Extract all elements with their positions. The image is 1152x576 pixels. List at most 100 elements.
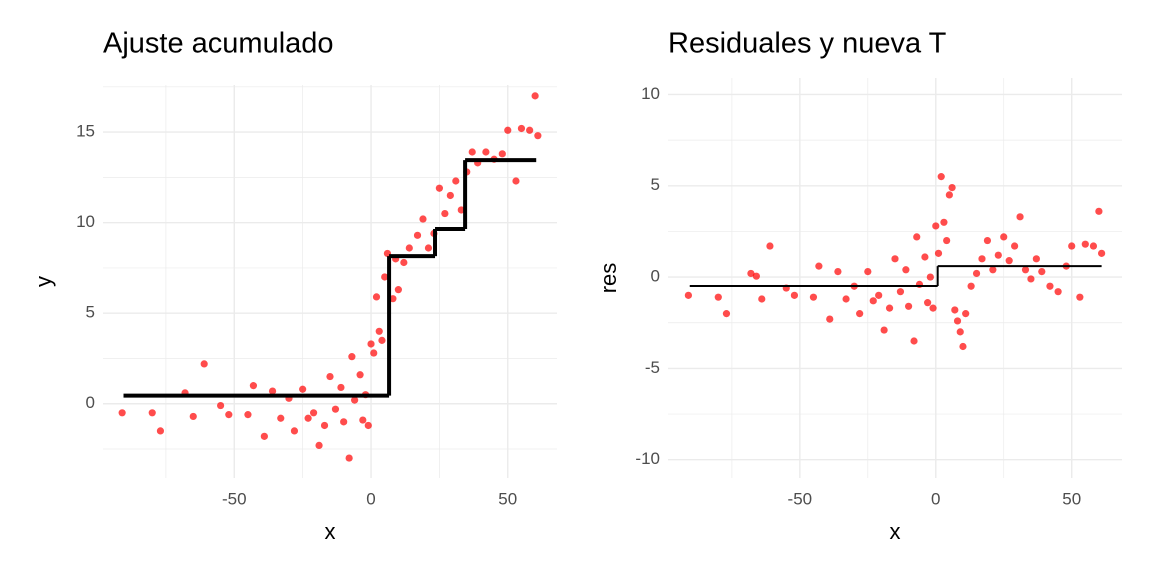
point (934, 249, 943, 257)
point (921, 253, 929, 261)
point (326, 372, 334, 381)
point (885, 304, 894, 312)
point (345, 454, 353, 462)
point (983, 236, 992, 245)
point (482, 148, 490, 156)
point (359, 416, 367, 424)
point (304, 414, 312, 422)
point (419, 215, 427, 223)
point (929, 304, 937, 312)
point (956, 328, 964, 336)
point (1021, 266, 1030, 274)
point (156, 427, 165, 435)
point (348, 353, 356, 361)
point (504, 126, 512, 134)
point (315, 441, 323, 450)
point (959, 342, 967, 351)
point (200, 360, 208, 368)
y-tick-label: 15 (76, 122, 95, 141)
point (951, 306, 959, 314)
y-tick-label: 10 (76, 212, 95, 231)
point (277, 414, 285, 422)
y-tick-label: 5 (86, 303, 95, 322)
point (244, 411, 252, 419)
point (714, 293, 722, 301)
y-axis-title: res (596, 263, 621, 294)
point (290, 427, 299, 435)
y-axis-title: y (31, 276, 56, 287)
point (880, 326, 888, 334)
point (926, 273, 934, 281)
point (962, 310, 970, 318)
point (891, 255, 899, 263)
point (413, 231, 422, 239)
point (526, 126, 534, 134)
point (684, 291, 692, 299)
point (320, 421, 329, 430)
y-tick-label: 0 (651, 267, 660, 286)
point (118, 409, 126, 417)
point (299, 385, 307, 393)
point (260, 432, 268, 440)
point (400, 258, 408, 267)
point (189, 412, 197, 421)
x-tick-label: 50 (1062, 489, 1081, 508)
point (441, 209, 449, 218)
point (1000, 233, 1008, 241)
point (340, 418, 348, 426)
point (468, 148, 476, 156)
point (856, 310, 864, 318)
point (1098, 249, 1106, 257)
point (945, 191, 953, 199)
point (752, 272, 760, 280)
point (1005, 257, 1013, 265)
point (367, 340, 375, 348)
point (943, 236, 951, 245)
point (815, 262, 823, 270)
point (978, 255, 986, 263)
y-tick-label: 5 (651, 175, 660, 194)
panel: -50 0 50 0 5 10 15 Ajuste acumulado x y (31, 28, 557, 544)
point (994, 251, 1002, 259)
point (364, 421, 372, 430)
point (932, 222, 940, 230)
point (937, 173, 945, 181)
point (351, 396, 359, 404)
point (381, 273, 389, 281)
point (378, 336, 386, 344)
point (268, 387, 277, 395)
chart-title: Residuales y nueva T (668, 28, 947, 60)
point (1032, 255, 1040, 263)
point (924, 299, 932, 307)
point (766, 242, 774, 250)
point (356, 371, 364, 379)
point (758, 295, 766, 303)
point (790, 291, 799, 299)
point (148, 409, 156, 417)
chart-title: Ajuste acumulado (103, 28, 334, 60)
point (370, 349, 378, 357)
point (826, 315, 834, 323)
point (337, 383, 345, 392)
point (394, 286, 402, 294)
point (389, 295, 397, 303)
point (534, 132, 542, 140)
point (446, 191, 454, 200)
point (309, 409, 318, 417)
y-tick-label: 0 (86, 393, 95, 412)
point (225, 411, 233, 419)
point (1068, 242, 1076, 250)
point (1046, 282, 1054, 290)
point (249, 382, 258, 390)
y-tick-label: 10 (641, 84, 660, 103)
point (217, 401, 225, 410)
point (1089, 242, 1098, 250)
point (1038, 268, 1046, 276)
point (910, 337, 918, 345)
point (948, 183, 956, 192)
point (375, 327, 383, 335)
point (896, 288, 905, 296)
point (989, 266, 997, 274)
